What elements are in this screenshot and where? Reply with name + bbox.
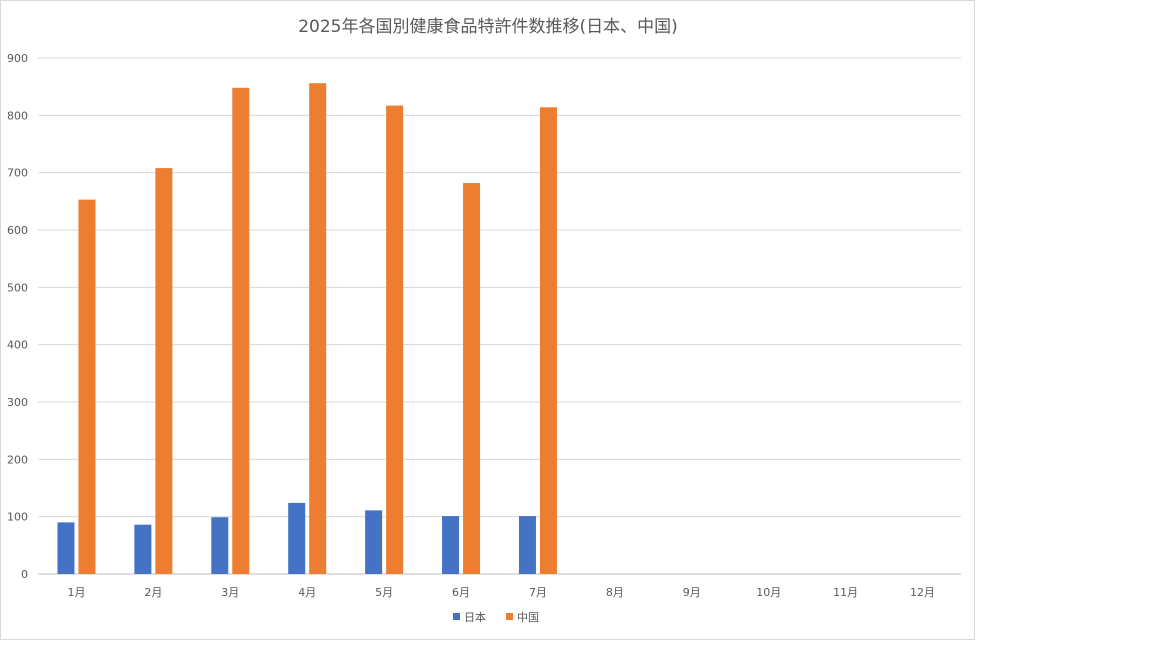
x-tick-label: 11月 <box>833 586 858 599</box>
bar-china <box>463 182 481 574</box>
legend-label: 日本 <box>464 610 486 624</box>
bar-china <box>232 87 250 575</box>
bars <box>57 83 557 575</box>
x-tick-label: 4月 <box>298 586 316 599</box>
y-axis-ticks: 0 100 200 300 400 500 600 700 800 900 <box>7 52 28 581</box>
y-tick-label: 100 <box>7 511 28 524</box>
gridlines <box>38 57 961 575</box>
y-tick-label: 500 <box>7 281 28 294</box>
bar-japan <box>365 510 383 574</box>
bar-japan <box>211 517 229 574</box>
x-tick-label: 3月 <box>221 586 239 599</box>
x-axis-ticks: 1月 2月 3月 4月 5月 6月 7月 8月 9月 10月 11月 12月 <box>67 586 935 599</box>
y-tick-label: 0 <box>21 568 28 581</box>
bar-china <box>155 168 173 574</box>
x-tick-label: 2月 <box>144 586 162 599</box>
x-tick-label: 1月 <box>67 586 85 599</box>
chart-title: 2025年各国別健康食品特許件数推移(日本、中国) <box>298 17 678 37</box>
bar-china <box>78 199 96 574</box>
x-tick-label: 5月 <box>375 586 393 599</box>
y-tick-label: 300 <box>7 396 28 409</box>
bar-china <box>539 107 557 574</box>
legend-swatch <box>506 613 513 620</box>
y-tick-label: 700 <box>7 167 28 180</box>
legend-swatch <box>453 613 460 620</box>
y-tick-label: 900 <box>7 52 28 65</box>
legend: 日本 中国 <box>453 610 539 624</box>
bar-china <box>386 105 404 574</box>
bar-japan <box>288 502 306 574</box>
bar-japan <box>57 522 75 574</box>
bar-japan <box>442 516 460 574</box>
x-tick-label: 9月 <box>683 586 701 599</box>
bar-japan <box>134 524 152 574</box>
x-tick-label: 10月 <box>756 586 781 599</box>
x-tick-label: 12月 <box>910 586 935 599</box>
legend-label: 中国 <box>517 611 539 624</box>
y-tick-label: 800 <box>7 109 28 122</box>
x-tick-label: 8月 <box>606 586 624 599</box>
y-tick-label: 400 <box>7 339 28 352</box>
y-tick-label: 600 <box>7 224 28 237</box>
y-tick-label: 200 <box>7 453 28 466</box>
x-tick-label: 7月 <box>529 586 547 599</box>
bar-china <box>309 83 327 574</box>
bar-japan <box>518 516 536 574</box>
x-tick-label: 6月 <box>452 586 470 599</box>
